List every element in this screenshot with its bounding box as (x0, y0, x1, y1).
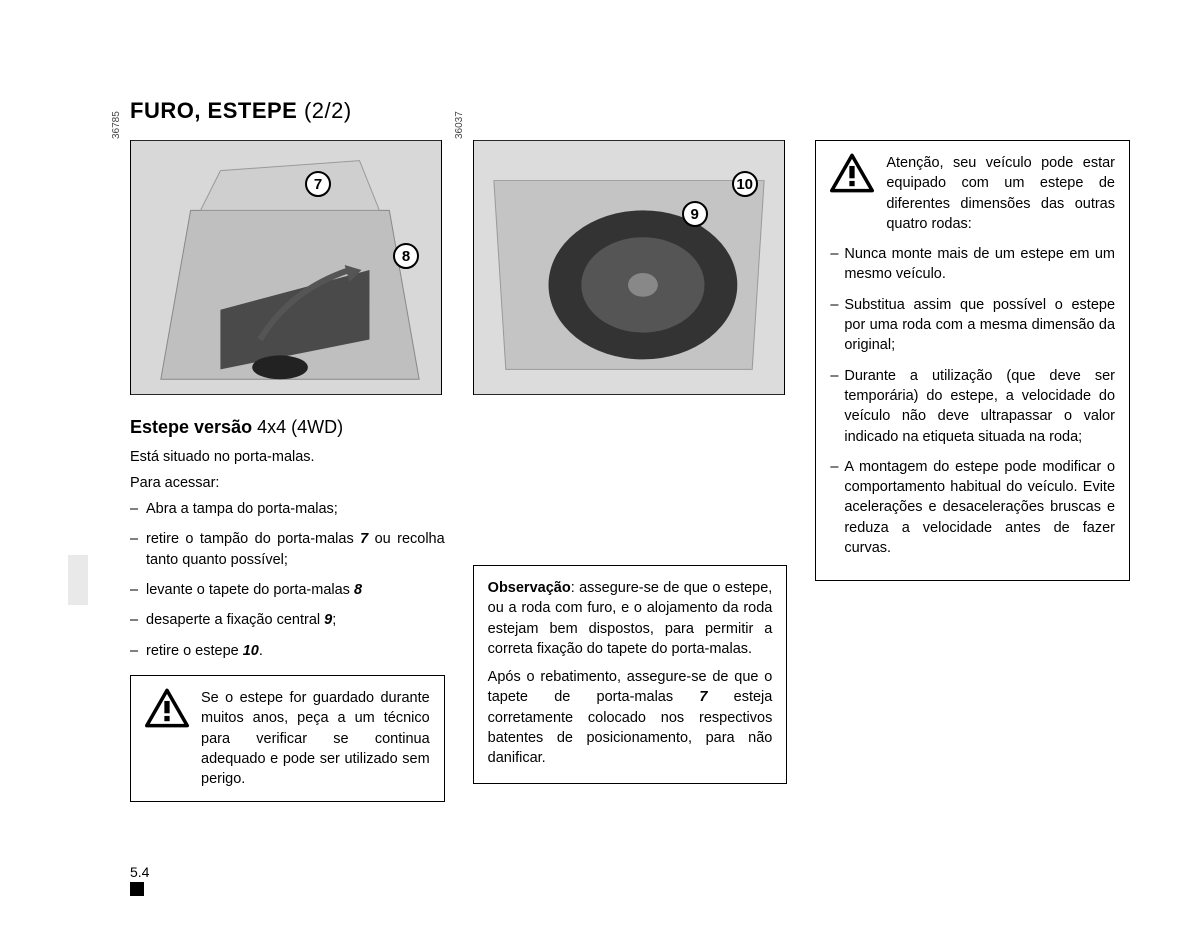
car-trunk-open-icon (131, 140, 441, 395)
text: ; (332, 612, 336, 628)
warning-lead-text: Atenção, seu veículo pode estar equipado… (886, 153, 1115, 234)
text: retire o estepe (146, 643, 243, 659)
list-item: Nunca monte mais de um estepe em um mesm… (830, 244, 1115, 285)
section-heading: Estepe versão 4x4 (4WD) (130, 417, 445, 438)
text: retire o tampão do porta-malas (146, 531, 360, 547)
figure-1-number: 36785 (111, 111, 122, 139)
figure-2-number: 36037 (454, 111, 465, 139)
observation-box: Observação: assegure-se de que o estepe,… (473, 565, 788, 784)
list-item: levante o tapete do porta-malas 8 (130, 580, 445, 600)
list-item: retire o tampão do porta-malas 7 ou reco… (130, 529, 445, 570)
text: . (259, 643, 263, 659)
warning-list: Nunca monte mais de um estepe em um mesm… (830, 244, 1115, 558)
list-item: Abra a tampa do porta-malas; (130, 499, 445, 519)
footer-mark (130, 882, 144, 896)
warning-text: Se o estepe for guardado durante muitos … (201, 688, 430, 789)
figure-2: 36037 9 10 (473, 140, 785, 395)
title-count: (2/2) (304, 98, 352, 123)
callout-10: 10 (732, 171, 758, 197)
subhead-bold: Estepe versão (130, 417, 257, 437)
warning-triangle-icon (145, 688, 189, 728)
observation-p2: Após o rebatimento, assegure-se de que o… (488, 667, 773, 768)
list-item: desaperte a fixação central 9; (130, 610, 445, 630)
column-middle: 36037 9 10 Observação: assegure-se de qu… (473, 140, 788, 802)
callout-8: 8 (393, 243, 419, 269)
figure-1: 36785 7 8 (130, 140, 442, 395)
ref-number: 7 (360, 531, 368, 547)
column-left: 36785 7 8 Estepe versão 4x4 (4 (130, 140, 445, 802)
callout-7: 7 (305, 171, 331, 197)
subhead-light: 4x4 (4WD) (257, 417, 343, 437)
title-main: FURO, ESTEPE (130, 98, 304, 123)
callout-9: 9 (682, 201, 708, 227)
ref-number: 8 (354, 582, 362, 598)
side-tab (68, 555, 88, 605)
page-number: 5.4 (130, 864, 149, 880)
list-item: retire o estepe 10. (130, 641, 445, 661)
observation-p1: Observação: assegure-se de que o estepe,… (488, 578, 773, 659)
instruction-list: Abra a tampa do porta-malas; retire o ta… (130, 499, 445, 661)
warning-box-storage: Se o estepe for guardado durante muitos … (130, 675, 445, 802)
ref-number: 9 (324, 612, 332, 628)
manual-page: FURO, ESTEPE (2/2) 36785 7 (88, 40, 1158, 888)
text: desaperte a fixação central (146, 612, 324, 628)
list-item: Durante a utilização (que deve ser tempo… (830, 366, 1115, 447)
list-item: A montagem do estepe pode modificar o co… (830, 457, 1115, 558)
figure-1-image (131, 141, 441, 394)
text: levante o tapete do porta-malas (146, 582, 354, 598)
column-right: Atenção, seu veículo pode estar equipado… (815, 140, 1130, 802)
paragraph: Para acessar: (130, 474, 445, 494)
warning-box-dimensions: Atenção, seu veículo pode estar equipado… (815, 140, 1130, 581)
page-title: FURO, ESTEPE (2/2) (130, 98, 1158, 124)
observation-label: Observação (488, 580, 571, 596)
warning-triangle-icon (830, 153, 874, 193)
paragraph: Está situado no porta-malas. (130, 448, 445, 468)
list-item: Substitua assim que possível o estepe po… (830, 295, 1115, 356)
ref-number: 10 (243, 643, 259, 659)
